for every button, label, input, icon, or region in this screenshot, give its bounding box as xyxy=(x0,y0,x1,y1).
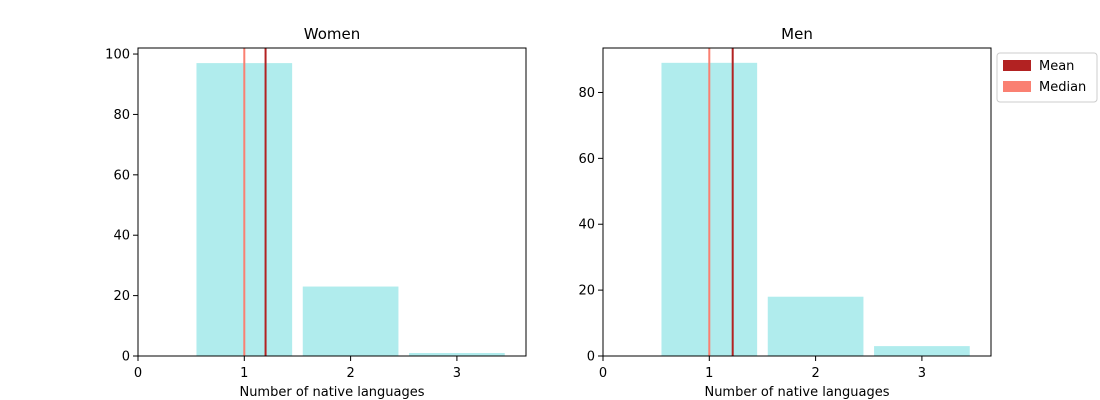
bar-2 xyxy=(302,286,399,356)
y-tick-label: 20 xyxy=(578,284,595,299)
legend-swatch-median xyxy=(1003,81,1031,92)
y-tick-label: 0 xyxy=(122,350,130,365)
axes-frame xyxy=(602,47,992,357)
x-tick-label: 2 xyxy=(811,366,819,381)
legend: Mean Median xyxy=(996,52,1098,103)
y-tick-label: 100 xyxy=(105,48,130,63)
legend-label-mean: Mean xyxy=(1039,59,1074,74)
x-tick-label: 0 xyxy=(599,366,607,381)
bar-3 xyxy=(874,346,970,356)
x-tick-label: 3 xyxy=(918,366,926,381)
y-tick-label: 40 xyxy=(113,229,130,244)
x-axis-label: Number of native languages xyxy=(704,385,889,400)
y-tick-label: 60 xyxy=(578,152,595,167)
legend-swatch-mean xyxy=(1003,60,1031,71)
y-tick-label: 40 xyxy=(578,218,595,233)
bar-2 xyxy=(767,296,864,356)
panel-men: 0 1 2 3 0 20 40 60 80 Men Number of native languag… xyxy=(578,25,992,400)
legend-label-median: Median xyxy=(1039,80,1086,95)
y-tick-label: 80 xyxy=(113,108,130,123)
y-tick-label: 0 xyxy=(587,350,595,365)
x-tick-label: 2 xyxy=(346,366,354,381)
axes-frame xyxy=(137,47,527,357)
y-tick-label: 80 xyxy=(578,86,595,101)
x-tick-label: 0 xyxy=(134,366,142,381)
x-tick-label: 3 xyxy=(453,366,461,381)
x-axis-label: Number of native languages xyxy=(239,385,424,400)
x-tick-label: 1 xyxy=(705,366,713,381)
panel-title: Men xyxy=(781,25,813,43)
x-tick-label: 1 xyxy=(240,366,248,381)
y-tick-label: 60 xyxy=(113,168,130,183)
panel-women: 0 1 2 3 0 20 40 60 80 100 Women Number of native la… xyxy=(105,25,527,400)
bar-3 xyxy=(409,352,505,356)
panel-title: Women xyxy=(304,25,360,43)
y-tick-label: 20 xyxy=(113,289,130,304)
